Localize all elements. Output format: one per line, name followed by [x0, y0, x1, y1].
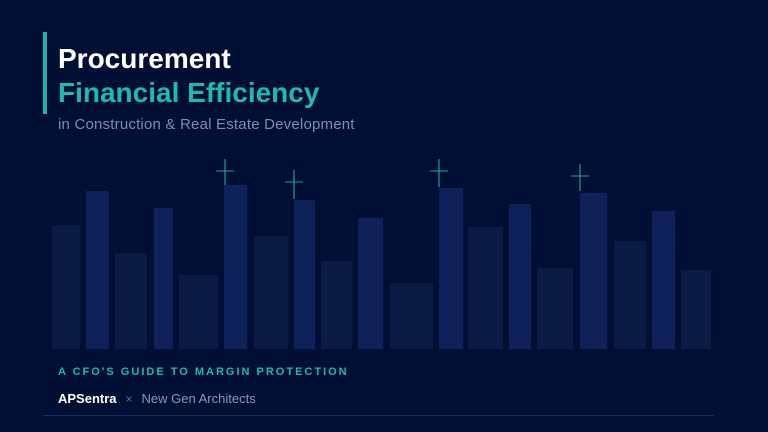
skyline-building-8 [294, 200, 315, 349]
skyline-building-14 [509, 204, 531, 349]
skyline-building-3 [115, 253, 147, 349]
skyline-building-10 [358, 218, 383, 349]
footer-divider [43, 415, 714, 416]
skyline-building-5 [179, 275, 218, 349]
partner-name: New Gen Architects [141, 391, 256, 406]
skyline-building-16 [580, 193, 607, 349]
skyline-building-2 [86, 191, 109, 349]
crane-icon-4 [571, 164, 589, 191]
brand-row: APSentra × New Gen Architects [58, 391, 256, 406]
skyline-building-1 [52, 225, 80, 349]
brand-separator: × [125, 391, 133, 406]
brand-name: APSentra [58, 391, 117, 406]
title-accent-bar [43, 32, 47, 114]
skyline-building-12 [439, 188, 463, 349]
skyline-building-9 [321, 261, 352, 349]
guide-tagline: A CFO'S GUIDE TO MARGIN PROTECTION [58, 366, 349, 378]
page-subtitle: in Construction & Real Estate Developmen… [58, 116, 355, 133]
crane-icon-2 [285, 170, 303, 199]
skyline-building-17 [614, 241, 646, 349]
skyline-building-18 [652, 211, 675, 349]
crane-icon-3 [430, 159, 448, 187]
skyline-building-13 [468, 227, 503, 349]
skyline-building-6 [224, 185, 247, 349]
crane-icon-1 [216, 159, 234, 185]
skyline-building-11 [390, 283, 433, 349]
skyline-building-19 [681, 270, 711, 349]
skyline-building-4 [154, 208, 173, 349]
skyline-illustration [52, 159, 711, 349]
page-title-line-1: Procurement [58, 43, 231, 74]
page-title-line-2: Financial Efficiency [58, 77, 320, 108]
skyline-building-15 [537, 268, 573, 349]
skyline-building-7 [254, 236, 288, 349]
